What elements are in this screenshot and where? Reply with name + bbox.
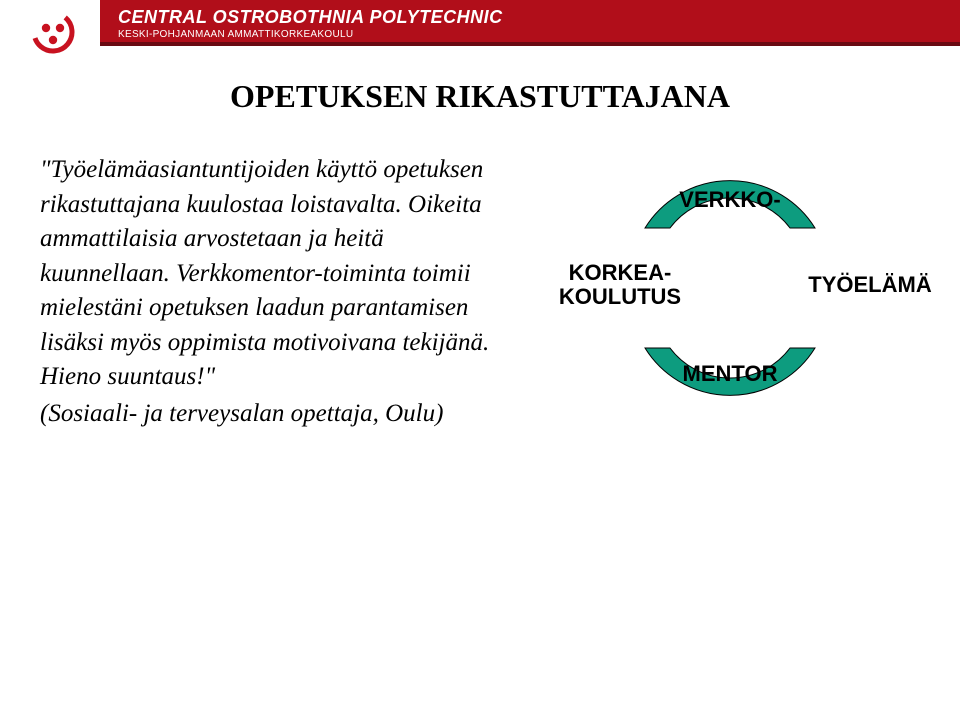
arc-top-label: VERKKO- [640, 187, 820, 213]
body-row: "Työelämäasiantuntijoiden käyttö opetuks… [40, 153, 920, 493]
header-red: CENTRAL OSTROBOTHNIA POLYTECHNIC KESKI-P… [100, 0, 960, 46]
org-subtitle: KESKI-POHJANMAAN AMMATTIKORKEAKOULU [118, 29, 960, 40]
quote-block: "Työelämäasiantuntijoiden käyttö opetuks… [40, 153, 510, 431]
quote-attribution: (Sosiaali- ja terveysalan opettaja, Oulu… [40, 397, 510, 432]
slide-title: OPETUKSEN RIKASTUTTAJANA [40, 78, 920, 115]
org-title: CENTRAL OSTROBOTHNIA POLYTECHNIC [118, 7, 960, 28]
arc-bottom: MENTOR [640, 343, 820, 403]
logo-icon [31, 10, 75, 54]
side-right-label: TYÖELÄMÄ [800, 273, 940, 297]
diagram: VERKKO- KORKEA-KOULUTUS TYÖELÄMÄ MENTOR [550, 173, 910, 473]
logo-box [0, 0, 100, 58]
diagram-col: VERKKO- KORKEA-KOULUTUS TYÖELÄMÄ MENTOR [510, 153, 920, 493]
header-bar: CENTRAL OSTROBOTHNIA POLYTECHNIC KESKI-P… [0, 0, 960, 46]
quote-text: "Työelämäasiantuntijoiden käyttö opetuks… [40, 156, 489, 390]
side-left-label: KORKEA-KOULUTUS [540, 261, 700, 309]
header-accent [100, 42, 960, 46]
arc-bottom-label: MENTOR [640, 361, 820, 387]
arc-top: VERKKO- [640, 173, 820, 233]
slide-content: OPETUKSEN RIKASTUTTAJANA "Työelämäasiant… [0, 70, 960, 716]
